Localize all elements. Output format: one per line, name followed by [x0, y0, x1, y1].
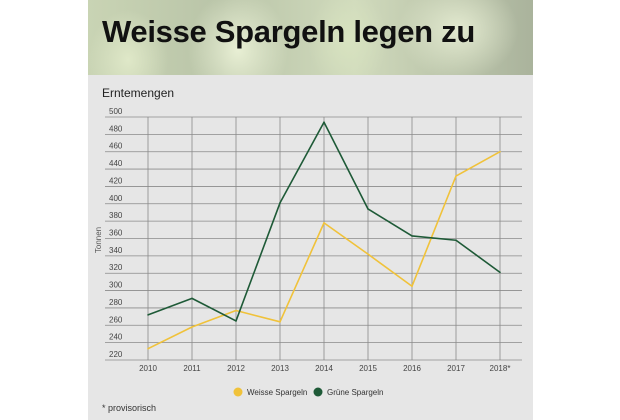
y-tick-label: 280 [109, 298, 123, 307]
x-tick-label: 2016 [403, 364, 421, 373]
data-point [455, 175, 457, 177]
y-tick-label: 260 [109, 315, 123, 324]
data-point [411, 285, 413, 288]
legend-marker [313, 387, 323, 397]
chart-subtitle: Erntemengen [102, 86, 175, 100]
data-point [147, 347, 149, 350]
data-point [323, 121, 325, 124]
y-tick-label: 420 [109, 176, 123, 185]
data-point [279, 202, 281, 204]
y-tick-label: 480 [109, 124, 123, 133]
data-point [235, 309, 237, 312]
x-tick-label: 2012 [227, 364, 245, 373]
data-point [499, 150, 501, 153]
x-tick-label: 2014 [315, 364, 333, 373]
x-tick-label: 2011 [183, 364, 201, 373]
legend-label: Grüne Spargeln [327, 388, 383, 397]
y-tick-label: 300 [109, 281, 123, 290]
data-point [411, 235, 413, 237]
legend-label: Weisse Spargeln [247, 388, 307, 397]
y-axis-label: Tonnen [94, 227, 103, 253]
data-point [367, 253, 369, 255]
data-point [367, 208, 369, 210]
y-tick-label: 400 [109, 194, 123, 203]
y-tick-label: 360 [109, 229, 123, 238]
y-tick-label: 340 [109, 246, 123, 255]
y-tick-label: 320 [109, 263, 123, 272]
x-tick-label: 2010 [139, 364, 157, 373]
y-tick-label: 240 [109, 333, 123, 342]
data-point [191, 297, 193, 300]
y-tick-label: 380 [109, 211, 123, 220]
x-tick-label: 2015 [359, 364, 377, 373]
y-tick-label: 220 [109, 350, 123, 359]
data-point [323, 222, 325, 224]
chart-title: Weisse Spargeln legen zu [102, 14, 475, 49]
y-tick-label: 460 [109, 142, 123, 151]
asparagus-header-image [88, 0, 533, 75]
chart-card: Weisse Spargeln legen zu Erntemengen * p… [88, 0, 533, 420]
data-point [191, 326, 193, 328]
footnote: * provisorisch [102, 403, 157, 413]
x-tick-label: 2018* [490, 364, 511, 373]
y-tick-label: 440 [109, 159, 123, 168]
data-point [235, 320, 237, 322]
y-tick-label: 500 [109, 107, 123, 116]
data-point [279, 321, 281, 323]
data-point [147, 314, 149, 316]
x-tick-label: 2017 [447, 364, 465, 373]
data-point [455, 239, 457, 242]
legend-marker [233, 387, 243, 397]
data-point [499, 271, 501, 274]
x-tick-label: 2013 [271, 364, 289, 373]
